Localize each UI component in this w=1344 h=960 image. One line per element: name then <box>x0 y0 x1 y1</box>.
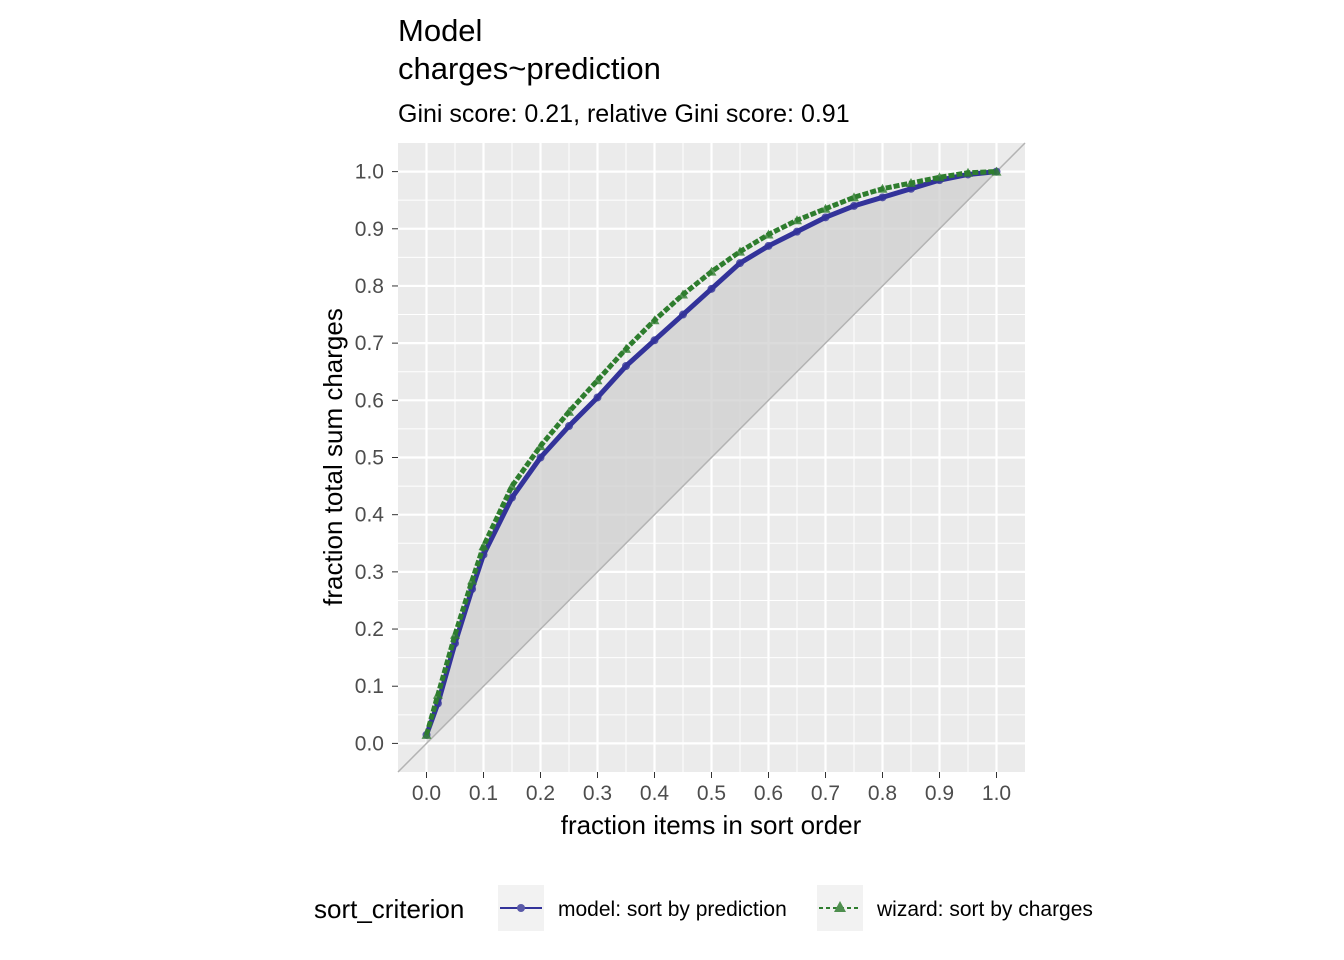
series-1-point <box>706 266 717 276</box>
legend-title: sort_criterion <box>314 894 464 924</box>
legend: sort_criterion model: sort by prediction… <box>314 885 1093 931</box>
series-1-point <box>735 246 745 256</box>
series-0-point <box>508 493 516 502</box>
chart-subtitle: Gini score: 0.21, relative Gini score: 0… <box>398 100 850 128</box>
series-1-point <box>649 315 660 325</box>
series-0-point <box>622 362 630 371</box>
series-1-point <box>564 406 574 416</box>
series-1-point <box>906 178 916 188</box>
series-0-point <box>850 201 858 210</box>
x-tick-label: 0.0 <box>412 782 441 805</box>
series-0-point <box>878 193 887 202</box>
series-1-point <box>763 229 774 239</box>
series-0-point <box>536 453 545 462</box>
series-1-point <box>934 172 945 182</box>
series-1-point <box>820 203 831 213</box>
series-0-point <box>679 310 687 319</box>
legend-label-model: model: sort by prediction <box>558 898 787 921</box>
y-tick-label: 1.0 <box>355 161 384 184</box>
y-tick-label: 0.2 <box>355 618 384 641</box>
x-tick-label: 0.3 <box>583 782 612 805</box>
x-tick-label: 0.9 <box>925 782 954 805</box>
series-1-point <box>467 575 478 585</box>
series-1-point <box>849 192 859 202</box>
series-0-point <box>593 393 602 402</box>
x-tick-label: 0.2 <box>526 782 555 805</box>
chart-title-line-2: charges~prediction <box>398 51 661 86</box>
series-1-point <box>592 375 603 385</box>
series-0-point <box>793 227 801 236</box>
diagonal-reference-line <box>397 142 1026 773</box>
series-0-point <box>736 259 744 268</box>
y-tick-label: 0.9 <box>355 218 384 241</box>
y-axis-label: fraction total sum charges <box>318 308 348 606</box>
series-1-point <box>507 481 517 491</box>
x-tick-label: 0.7 <box>811 782 840 805</box>
series-1-point <box>678 289 688 299</box>
y-tick-label: 0.1 <box>355 675 384 698</box>
series-1-point <box>991 166 1002 176</box>
chart-title-line-1: Model <box>398 13 482 48</box>
series-0-point <box>565 422 573 431</box>
x-tick-label: 0.6 <box>754 782 783 805</box>
y-tick-label: 0.4 <box>355 504 385 527</box>
x-tick-label: 0.1 <box>469 782 498 805</box>
series-0-point <box>764 241 773 250</box>
series-0-point <box>821 213 830 222</box>
series-1-point <box>432 689 443 699</box>
series-1-point <box>621 343 631 353</box>
series-1-point <box>877 183 888 193</box>
y-tick-label: 0.0 <box>355 732 384 755</box>
series-1-point <box>421 729 432 739</box>
legend-marker-wizard <box>834 901 846 912</box>
legend-marker-model <box>517 904 525 912</box>
y-tick-label: 0.7 <box>355 332 384 355</box>
legend-label-wizard: wizard: sort by charges <box>876 898 1093 921</box>
series-1-point <box>478 541 489 551</box>
series-0-point <box>707 284 716 293</box>
x-tick-label: 0.5 <box>697 782 726 805</box>
x-tick-label: 0.8 <box>868 782 897 805</box>
series-1-point <box>535 441 546 451</box>
y-tick-label: 0.6 <box>355 389 384 412</box>
y-tick-label: 0.5 <box>355 447 384 470</box>
y-tick-label: 0.3 <box>355 561 384 584</box>
series-1-point <box>963 167 973 177</box>
x-axis-label: fraction items in sort order <box>561 810 862 840</box>
x-tick-label: 0.4 <box>640 782 670 805</box>
series-1-point <box>450 629 460 639</box>
y-tick-label: 0.8 <box>355 275 384 298</box>
series-1-point <box>792 215 802 225</box>
x-tick-label: 1.0 <box>982 782 1011 805</box>
series-0-point <box>650 336 659 345</box>
